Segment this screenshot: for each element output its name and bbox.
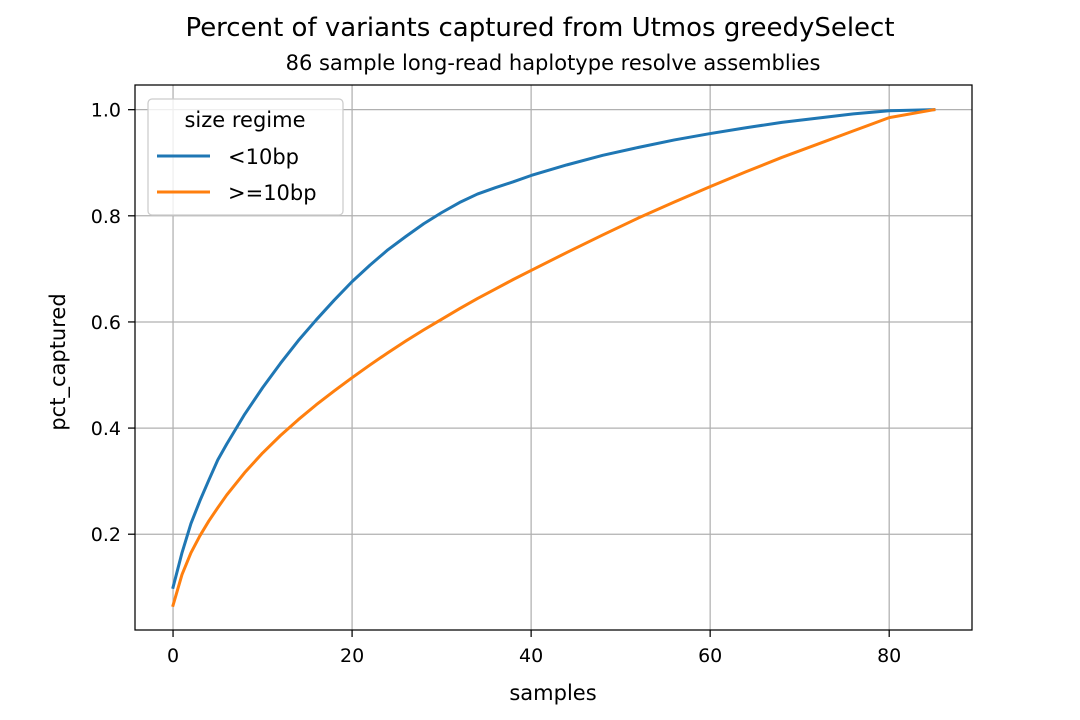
y-tick-label: 0.8 bbox=[91, 206, 121, 228]
chart-subtitle: 86 sample long-read haplotype resolve as… bbox=[286, 51, 821, 75]
legend-label-0: <10bp bbox=[228, 145, 299, 169]
y-axis-label: pct_captured bbox=[46, 293, 71, 430]
x-tick-label: 80 bbox=[877, 645, 901, 667]
x-tick-label: 60 bbox=[698, 645, 722, 667]
legend-items: <10bp >=10bp bbox=[157, 145, 317, 205]
y-tick-label: 0.2 bbox=[91, 524, 121, 546]
legend-title: size regime bbox=[184, 108, 305, 132]
series-line-1 bbox=[171, 107, 936, 608]
legend: size regime <10bp >=10bp bbox=[147, 98, 344, 216]
y-axis-ticks: 0.2 0.4 0.6 0.8 1.0 bbox=[91, 100, 135, 546]
y-tick-label: 0.6 bbox=[91, 312, 121, 334]
y-tick-label: 0.4 bbox=[91, 418, 121, 440]
x-axis-ticks: 0 20 40 60 80 bbox=[167, 630, 901, 667]
x-tick-label: 40 bbox=[519, 645, 543, 667]
x-tick-label: 20 bbox=[340, 645, 364, 667]
x-tick-label: 0 bbox=[167, 645, 179, 667]
legend-label-1: >=10bp bbox=[228, 181, 317, 205]
series-line-0 bbox=[171, 108, 936, 590]
series-lines bbox=[171, 107, 936, 608]
y-tick-label: 1.0 bbox=[91, 100, 121, 122]
x-axis-label: samples bbox=[509, 681, 596, 705]
plot-frame bbox=[134, 84, 973, 631]
legend-box bbox=[147, 98, 344, 216]
chart-title: Percent of variants captured from Utmos … bbox=[185, 13, 894, 43]
